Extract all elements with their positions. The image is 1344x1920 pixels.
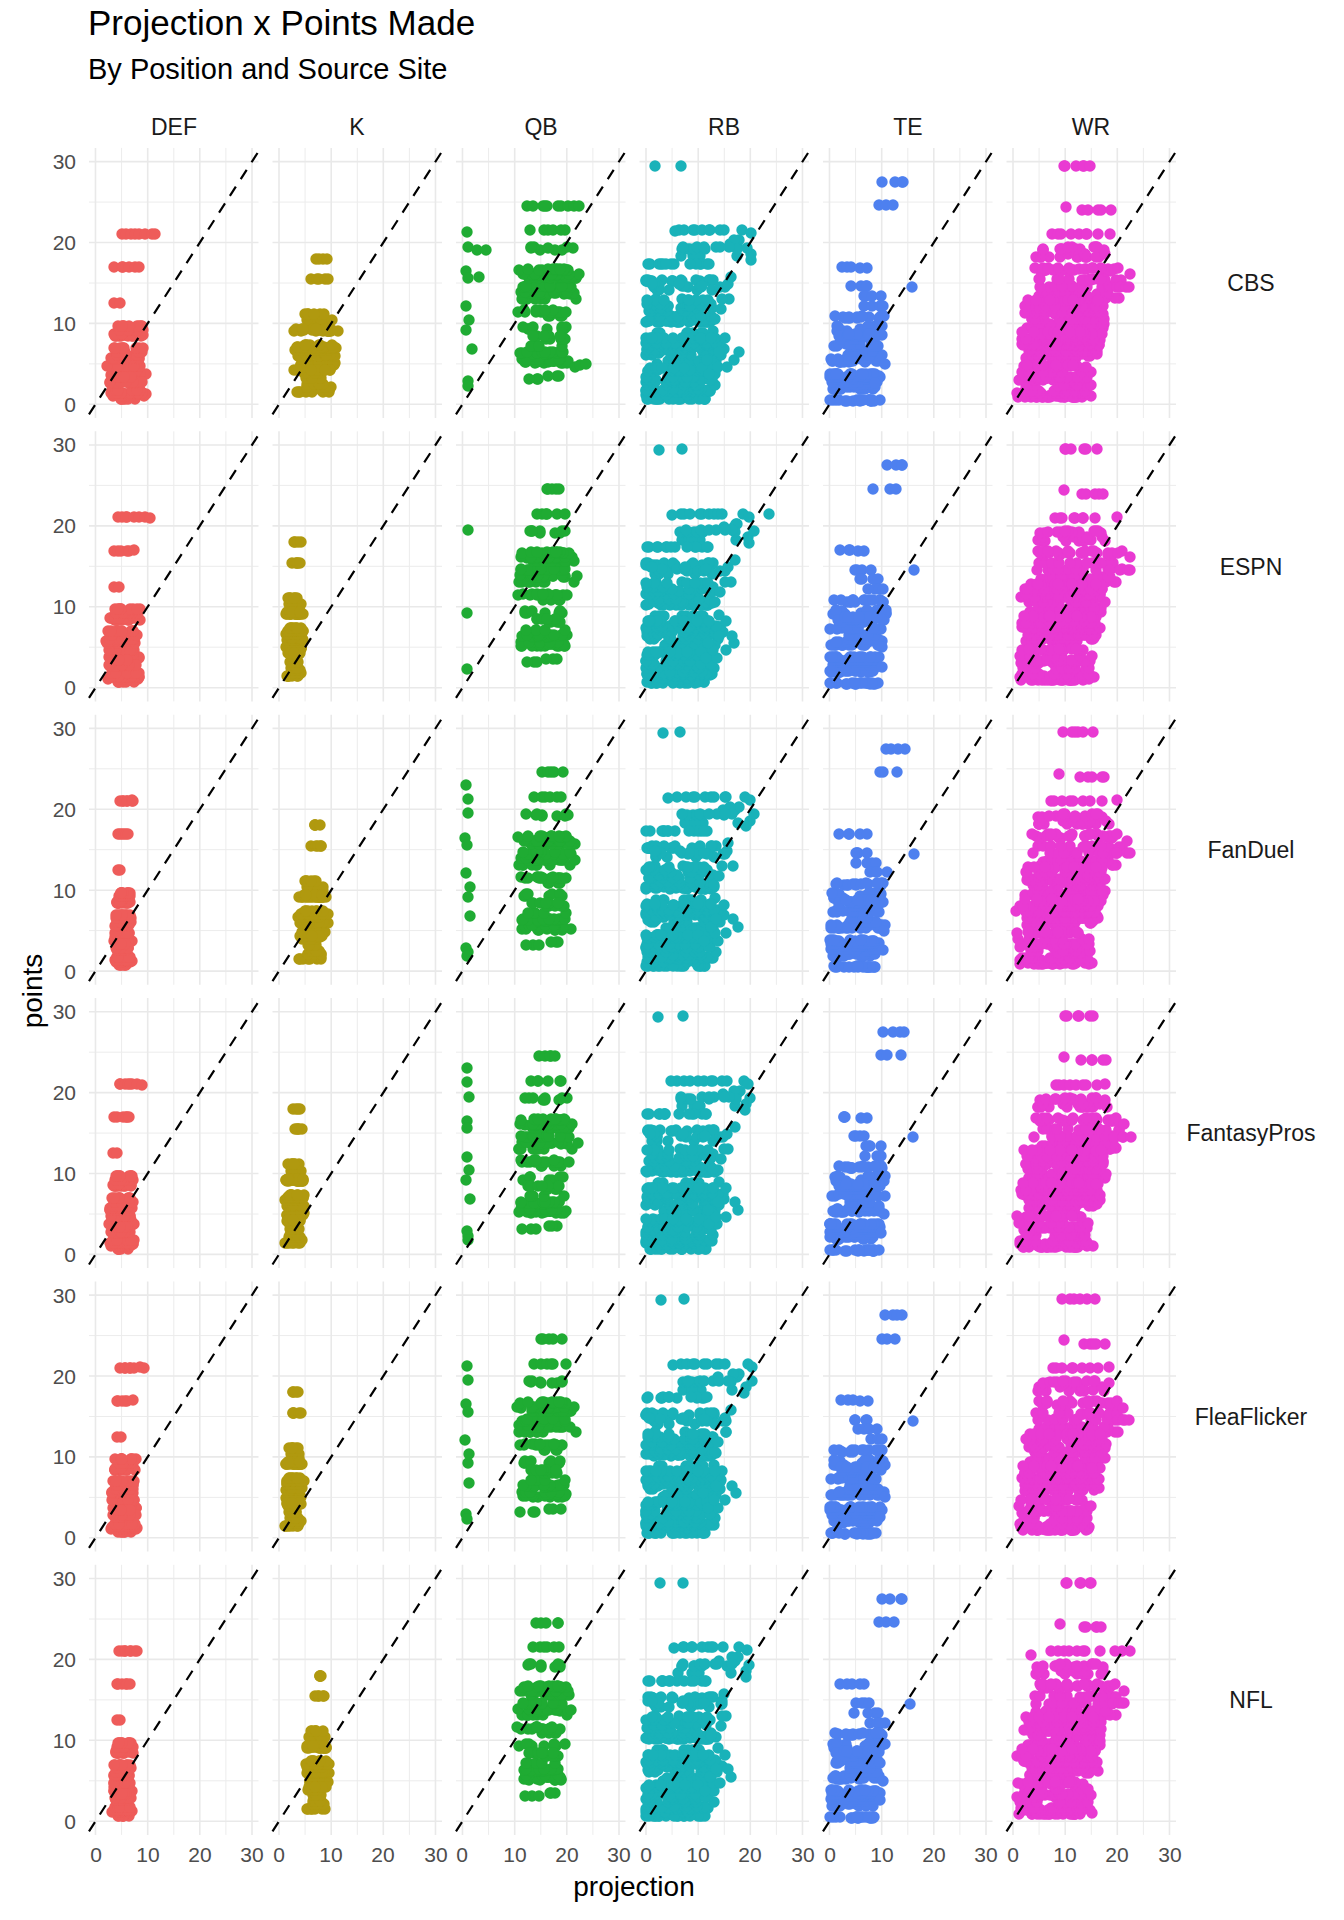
svg-text:QB: QB [524,114,557,140]
svg-text:30: 30 [53,1000,76,1023]
svg-text:30: 30 [53,150,76,173]
svg-text:20: 20 [1105,1843,1128,1866]
svg-text:20: 20 [53,1365,76,1388]
svg-text:10: 10 [53,1162,76,1185]
svg-text:0: 0 [64,393,76,416]
svg-text:0: 0 [64,676,76,699]
svg-text:20: 20 [738,1843,761,1866]
svg-text:10: 10 [53,312,76,335]
svg-text:10: 10 [686,1843,709,1866]
svg-text:10: 10 [503,1843,526,1866]
svg-text:20: 20 [53,1648,76,1671]
svg-text:K: K [349,114,365,140]
svg-text:10: 10 [53,879,76,902]
svg-text:30: 30 [1158,1843,1181,1866]
svg-text:10: 10 [53,1445,76,1468]
svg-text:20: 20 [188,1843,211,1866]
svg-text:20: 20 [922,1843,945,1866]
svg-text:20: 20 [53,1081,76,1104]
svg-text:0: 0 [1007,1843,1019,1866]
svg-text:NFL: NFL [1229,1687,1273,1713]
svg-text:0: 0 [90,1843,102,1866]
svg-text:projection: projection [573,1871,694,1902]
svg-text:20: 20 [53,798,76,821]
svg-text:RB: RB [708,114,740,140]
svg-text:20: 20 [53,231,76,254]
svg-text:CBS: CBS [1227,270,1274,296]
svg-text:30: 30 [53,717,76,740]
svg-text:Projection x Points Made: Projection x Points Made [88,3,475,42]
svg-text:FleaFlicker: FleaFlicker [1195,1404,1308,1430]
svg-text:30: 30 [607,1843,630,1866]
svg-text:0: 0 [64,960,76,983]
svg-text:0: 0 [456,1843,468,1866]
svg-text:30: 30 [424,1843,447,1866]
svg-text:10: 10 [870,1843,893,1866]
svg-text:20: 20 [53,514,76,537]
svg-text:30: 30 [53,1567,76,1590]
svg-text:10: 10 [53,1729,76,1752]
svg-text:By Position and Source Site: By Position and Source Site [88,53,447,85]
svg-text:10: 10 [53,595,76,618]
svg-text:30: 30 [53,433,76,456]
svg-text:10: 10 [136,1843,159,1866]
svg-text:points: points [17,954,48,1029]
svg-text:0: 0 [64,1526,76,1549]
svg-text:10: 10 [319,1843,342,1866]
svg-text:ESPN: ESPN [1220,554,1283,580]
svg-text:0: 0 [824,1843,836,1866]
svg-text:FantasyPros: FantasyPros [1186,1120,1315,1146]
svg-text:30: 30 [974,1843,997,1866]
svg-text:0: 0 [640,1843,652,1866]
svg-text:FanDuel: FanDuel [1208,837,1295,863]
svg-text:20: 20 [371,1843,394,1866]
svg-text:30: 30 [791,1843,814,1866]
svg-text:10: 10 [1053,1843,1076,1866]
svg-text:30: 30 [240,1843,263,1866]
svg-text:TE: TE [893,114,922,140]
svg-text:0: 0 [64,1810,76,1833]
svg-text:DEF: DEF [151,114,197,140]
svg-text:20: 20 [555,1843,578,1866]
svg-text:WR: WR [1072,114,1110,140]
svg-text:0: 0 [273,1843,285,1866]
svg-text:30: 30 [53,1284,76,1307]
svg-text:0: 0 [64,1243,76,1266]
